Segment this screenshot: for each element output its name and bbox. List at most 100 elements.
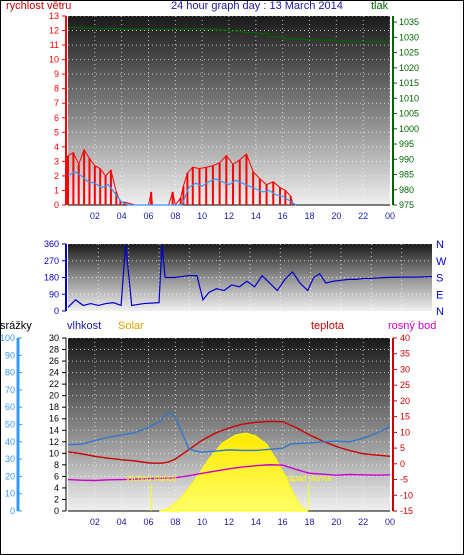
humidity-y-tick-label: 12 (49, 437, 59, 447)
pressure-y-tick-label: 1025 (399, 48, 419, 58)
rain-y-tick-label: 20 (5, 471, 15, 481)
wind-x-tick-label: 12 (224, 211, 234, 221)
compass-label: N (436, 306, 444, 318)
temperature-y-tick-label: 5 (400, 443, 405, 453)
pressure-axis-label: tlak (371, 0, 389, 12)
direction-y-tick-label: 90 (49, 289, 59, 299)
dewpoint-line (67, 464, 391, 482)
rain-y-tick-label: 90 (5, 350, 15, 360)
pressure-y-tick-label: 1015 (399, 78, 419, 88)
temperature-y-tick-label: 35 (400, 349, 410, 359)
temperature-y-tick-label: -10 (400, 490, 413, 500)
temperature-x-tick-label: 14 (251, 517, 261, 527)
humidity-y-tick-label: 18 (49, 402, 59, 412)
humidity-y-tick-label: 6 (54, 471, 59, 481)
temperature-x-tick-label: 22 (358, 517, 368, 527)
wind-x-tick-label: 22 (358, 211, 368, 221)
wind-y-tick-label: 11 (50, 40, 59, 50)
wind-y-tick-label: 8 (54, 84, 59, 94)
rain-y-tick-label: 80 (5, 368, 15, 378)
temperature-x-tick-label: 20 (331, 517, 341, 527)
humidity-y-tick-label: 26 (49, 356, 59, 366)
humidity-y-tick-label: 4 (54, 483, 59, 493)
humidity-y-tick-label: 20 (49, 391, 59, 401)
wind-y-tick-label: 10 (49, 55, 59, 65)
temperature-x-tick-label: 00 (385, 517, 395, 527)
temperature-axis-label: teplota (311, 320, 345, 332)
humidity-y-tick-label: 16 (49, 414, 59, 424)
rain-y-tick-label: 100 (0, 333, 15, 343)
humidity-y-tick-label: 24 (49, 368, 59, 378)
temperature-x-tick-label: 02 (90, 517, 100, 527)
wind-x-tick-label: 06 (143, 211, 153, 221)
wind-y-tick-label: 1 (54, 185, 59, 195)
rain-axis-label: srážky (0, 320, 32, 332)
wind-x-tick-label: 04 (117, 211, 127, 221)
pressure-y-tick-label: 985 (399, 170, 414, 180)
wind-x-tick-label: 20 (331, 211, 341, 221)
temperature-x-tick-label: 06 (143, 517, 153, 527)
pressure-y-tick-label: 975 (399, 200, 414, 210)
wind-x-tick-label: 16 (278, 211, 288, 221)
wind-y-tick-label: 13 (49, 11, 59, 21)
temperature-y-tick-label: -15 (400, 506, 413, 516)
pressure-y-tick-label: 1020 (399, 63, 419, 73)
rain-y-tick-label: 60 (5, 402, 15, 412)
rain-y-tick-label: 0 (10, 506, 15, 516)
rain-y-tick-label: 50 (5, 420, 15, 430)
wind-avg-line (67, 170, 297, 206)
pressure-y-tick-label: 995 (399, 139, 414, 149)
pressure-y-tick-label: 1035 (399, 17, 419, 27)
temperature-x-tick-label: 08 (170, 517, 180, 527)
pressure-y-tick-label: 1005 (399, 109, 419, 119)
rain-y-tick-label: 70 (5, 385, 15, 395)
rain-y-tick-label: 40 (5, 437, 15, 447)
temperature-y-tick-label: 20 (400, 396, 410, 406)
wind-y-tick-label: 7 (54, 98, 59, 108)
pressure-y-tick-label: 1030 (399, 32, 419, 42)
direction-y-tick-label: 270 (44, 256, 59, 266)
pressure-y-tick-label: 980 (399, 185, 414, 195)
pressure-y-tick-label: 1000 (399, 124, 419, 134)
pressure-line (68, 26, 390, 43)
temperature-y-tick-label: 15 (400, 412, 410, 422)
wind-x-tick-label: 18 (304, 211, 314, 221)
humidity-y-tick-label: 14 (49, 425, 59, 435)
temperature-x-tick-label: 16 (278, 517, 288, 527)
humidity-axis-label: vlhkost (67, 320, 102, 332)
humidity-y-tick-label: 0 (54, 506, 59, 516)
humidity-y-tick-label: 28 (49, 345, 59, 355)
pressure-y-tick-label: 990 (399, 154, 414, 164)
temperature-x-tick-label: 04 (117, 517, 127, 527)
wind-y-tick-label: 12 (49, 26, 59, 36)
dewpoint-axis-label: rosný bod (388, 320, 437, 332)
wind-x-tick-label: 10 (197, 211, 207, 221)
temperature-y-tick-label: 25 (400, 380, 410, 390)
humidity-y-tick-label: 2 (54, 494, 59, 504)
sunset-label: západ slunce (285, 474, 333, 483)
chart-title: 24 hour graph day : 13 March 2014 (171, 0, 343, 12)
sunrise-label: východ slunce (126, 474, 177, 483)
compass-label: N (436, 239, 444, 251)
wind-y-tick-label: 0 (54, 200, 59, 210)
direction-y-tick-label: 0 (54, 306, 59, 316)
humidity-y-tick-label: 10 (49, 448, 59, 458)
compass-label: S (436, 273, 443, 285)
solar-area (159, 432, 309, 512)
direction-y-tick-label: 360 (44, 239, 59, 249)
temperature-y-tick-label: -5 (400, 475, 408, 485)
humidity-y-tick-label: 22 (49, 379, 59, 389)
wind-y-tick-label: 2 (54, 171, 59, 181)
humidity-y-tick-label: 8 (54, 460, 59, 470)
humidity-line (67, 410, 391, 453)
wind-y-tick-label: 4 (54, 142, 59, 152)
humidity-y-tick-label: 30 (49, 333, 59, 343)
wind-x-tick-label: 14 (251, 211, 261, 221)
wind-plot-background (68, 16, 390, 205)
wind-y-tick-label: 9 (54, 69, 59, 79)
temperature-y-tick-label: 0 (400, 459, 405, 469)
temperature-y-tick-label: 30 (400, 364, 410, 374)
temperature-line (67, 420, 391, 464)
temperature-x-tick-label: 12 (224, 517, 234, 527)
temperature-y-tick-label: 40 (400, 333, 410, 343)
